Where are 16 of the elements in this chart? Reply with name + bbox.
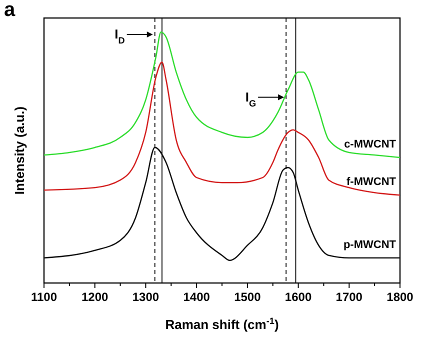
annotation: I$_{D}$	[114, 26, 126, 46]
series-label: f-MWCNT	[346, 176, 396, 188]
x-tick-label: 1500	[234, 290, 262, 304]
x-tick-label: 1700	[336, 290, 363, 304]
series-label: c-MWCNT	[344, 138, 396, 150]
x-tick-label: 1400	[183, 290, 210, 304]
x-axis-title: Raman shift (cm$^{-1}$)	[165, 316, 279, 332]
x-tick-label: 1800	[386, 290, 414, 304]
x-tick-label: 1600	[284, 290, 312, 304]
x-tick-label: 1200	[82, 290, 109, 304]
series-label: p-MWCNT	[343, 238, 396, 251]
annotation: I$_{G}$	[245, 89, 256, 108]
x-tick-label: 1300	[132, 290, 160, 304]
y-axis-title: Intensity (a.u.)	[12, 106, 27, 195]
text: a	[4, 0, 16, 21]
x-tick-label: 1100	[30, 290, 58, 304]
